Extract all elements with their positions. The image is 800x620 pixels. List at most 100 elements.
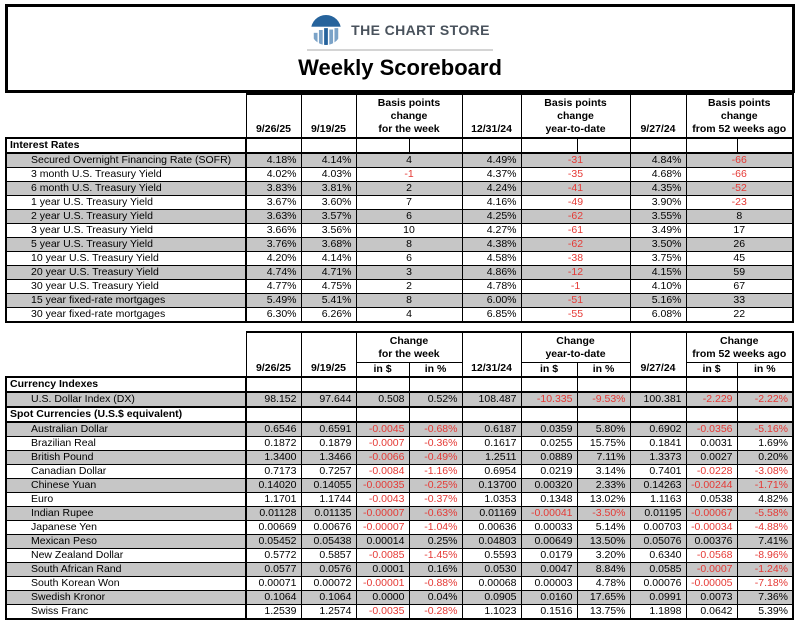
value-cell: 7.11% <box>576 450 631 465</box>
logo-text: THE CHART STORE <box>351 22 490 38</box>
value-cell: -0.0066 <box>355 450 410 465</box>
value-cell: 1.1701 <box>245 492 302 507</box>
value-cell: 0.00649 <box>520 534 578 549</box>
value-cell: 67 <box>685 279 794 294</box>
section-fill-cell <box>520 137 578 154</box>
table-row: Euro 1.1701 1.1744 -0.0043 -0.37% 1.0353 0.134… <box>5 492 795 507</box>
value-cell: 0.0031 <box>685 436 738 451</box>
table-row: Chinese Yuan 0.14020 0.14055 -0.00035 -0.25%… <box>5 478 795 493</box>
fx-header-row-1: 9/26/25 9/19/25 Change for the week 12/31/24… <box>6 331 795 378</box>
row-label: 3 month U.S. Treasury Yield <box>5 167 247 182</box>
row-label: 30 year fixed-rate mortgages <box>5 307 247 323</box>
value-cell: 0.0027 <box>685 450 738 465</box>
value-cell: 0.6187 <box>461 421 522 437</box>
section-fill-cell <box>300 406 357 423</box>
value-cell: 0.1064 <box>245 590 302 605</box>
value-cell: 4.14% <box>300 251 357 266</box>
section-fill-cell <box>576 406 631 423</box>
value-cell: 6 <box>355 251 463 266</box>
value-cell: 6.08% <box>629 307 687 323</box>
value-cell: 4.02% <box>245 167 302 182</box>
value-cell: 7.41% <box>736 534 795 549</box>
value-cell: -0.0228 <box>685 464 738 479</box>
section-fill-cell <box>520 406 578 423</box>
value-cell: -51 <box>520 293 631 308</box>
value-cell: -1.04% <box>408 520 463 535</box>
value-cell: 4.16% <box>461 195 522 210</box>
table-row: New Zealand Dollar 0.5772 0.5857 -0.0085 -1.… <box>5 548 795 563</box>
value-cell: 0.00703 <box>629 520 687 535</box>
date-label: 12/31/24 <box>471 123 512 135</box>
row-label: Canadian Dollar <box>5 464 247 479</box>
value-cell: 3.75% <box>629 251 687 266</box>
value-cell: 0.0001 <box>355 562 410 577</box>
value-cell: 0.00014 <box>355 534 410 549</box>
value-cell: 0.14055 <box>300 478 357 493</box>
rates-header: 9/26/25 9/19/25 Basis points change for the … <box>6 93 794 139</box>
value-cell: 0.14263 <box>629 478 687 493</box>
row-label: Swiss Franc <box>5 604 247 620</box>
value-cell: 1.3373 <box>629 450 687 465</box>
col-sub-in-percent: in % <box>408 362 463 378</box>
row-label: 6 month U.S. Treasury Yield <box>5 181 247 196</box>
col-date-52-weeks-ago: 9/27/24 <box>629 331 687 378</box>
header-line: Basis points <box>708 97 771 109</box>
date-label: 9/27/24 <box>640 123 676 135</box>
date-label: 9/26/25 <box>255 123 292 135</box>
section-title: Currency Indexes <box>5 376 247 393</box>
col-date-current: 9/26/25 <box>245 331 302 378</box>
value-cell: 0.14020 <box>245 478 302 493</box>
rates-header-row: 9/26/25 9/19/25 Basis points change for the … <box>6 93 794 139</box>
table-row: Indian Rupee 0.01128 0.01135 -0.00007 -0.63%… <box>5 506 795 521</box>
row-label: Indian Rupee <box>5 506 247 521</box>
value-cell: -35 <box>520 167 631 182</box>
value-cell: 1.2574 <box>300 604 357 620</box>
header-line: Change <box>720 335 759 347</box>
value-cell: -0.00244 <box>685 478 738 493</box>
value-cell: 0.52% <box>408 391 463 408</box>
value-cell: 6.00% <box>461 293 522 308</box>
value-cell: 3.49% <box>629 223 687 238</box>
value-cell: -0.00005 <box>685 576 738 591</box>
value-cell: -7.18% <box>736 576 795 591</box>
value-cell: 5.14% <box>576 520 631 535</box>
value-cell: 4.71% <box>300 265 357 280</box>
value-cell: 4.78% <box>461 279 522 294</box>
value-cell: 0.1516 <box>520 604 578 620</box>
row-label: Brazilian Real <box>5 436 247 451</box>
value-cell: 0.04% <box>408 590 463 605</box>
value-cell: 4 <box>355 307 463 323</box>
value-cell: -0.63% <box>408 506 463 521</box>
value-cell: 1.1023 <box>461 604 522 620</box>
value-cell: 3.63% <box>245 209 302 224</box>
value-cell: 17.65% <box>576 590 631 605</box>
table-row: Australian Dollar 0.6546 0.6591 -0.0045 -0.6… <box>5 421 795 437</box>
section-fill-cell <box>245 137 302 154</box>
rates-body: Interest Rates Secured Overnight Financin… <box>5 137 794 323</box>
value-cell: -23 <box>685 195 794 210</box>
value-cell: -1.24% <box>736 562 795 577</box>
value-cell: -0.0007 <box>685 562 738 577</box>
section-title: Interest Rates <box>5 137 247 154</box>
header-line: Change <box>556 335 595 347</box>
date-label: 9/19/25 <box>310 362 347 374</box>
value-cell: 6.85% <box>461 307 522 323</box>
col-change-ytd: Change year-to-date <box>520 331 631 363</box>
value-cell: 0.6546 <box>245 421 302 437</box>
table-row: 15 year fixed-rate mortgages 5.49% 5.41% 8 6… <box>5 293 794 308</box>
value-cell: -0.36% <box>408 436 463 451</box>
value-cell: 3.81% <box>300 181 357 196</box>
value-cell: -0.0043 <box>355 492 410 507</box>
value-cell: 0.00636 <box>461 520 522 535</box>
col-sub-in-dollars: in $ <box>355 362 410 378</box>
value-cell: 0.5772 <box>245 548 302 563</box>
row-label: 15 year fixed-rate mortgages <box>5 293 247 308</box>
row-label: British Pound <box>5 450 247 465</box>
value-cell: 4.03% <box>300 167 357 182</box>
value-cell: 6.26% <box>300 307 357 323</box>
value-cell: 0.0359 <box>520 421 578 437</box>
col-sub-in-dollars: in $ <box>520 362 578 378</box>
section-fill-cell <box>300 137 357 154</box>
section-fill-cell <box>736 406 795 423</box>
table-row: Mexican Peso 0.05452 0.05438 0.00014 0.25% 0.… <box>5 534 795 549</box>
